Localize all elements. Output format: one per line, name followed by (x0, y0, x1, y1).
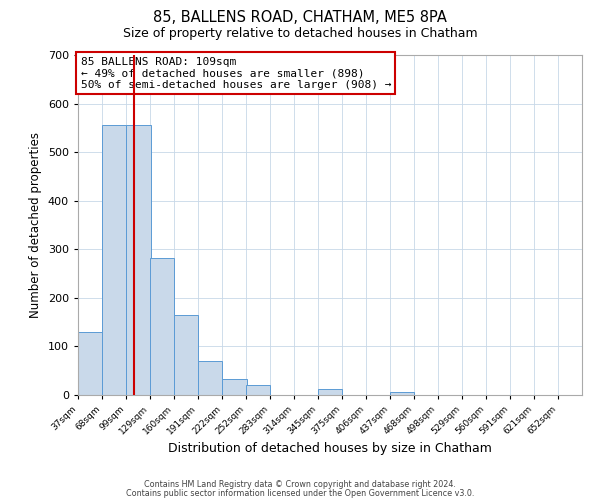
Text: Contains HM Land Registry data © Crown copyright and database right 2024.: Contains HM Land Registry data © Crown c… (144, 480, 456, 489)
Text: 85 BALLENS ROAD: 109sqm
← 49% of detached houses are smaller (898)
50% of semi-d: 85 BALLENS ROAD: 109sqm ← 49% of detache… (80, 56, 391, 90)
Bar (174, 315, 198, 395)
Bar (198, 361, 223, 395)
Bar (150, 258, 174, 395)
Y-axis label: Number of detached properties: Number of detached properties (29, 132, 42, 318)
Bar (318, 388, 343, 395)
Bar (78, 332, 102, 395)
Bar (127, 126, 151, 395)
Text: Size of property relative to detached houses in Chatham: Size of property relative to detached ho… (122, 28, 478, 40)
Text: Contains public sector information licensed under the Open Government Licence v3: Contains public sector information licen… (126, 488, 474, 498)
Text: 85, BALLENS ROAD, CHATHAM, ME5 8PA: 85, BALLENS ROAD, CHATHAM, ME5 8PA (153, 10, 447, 25)
Bar (390, 392, 414, 395)
X-axis label: Distribution of detached houses by size in Chatham: Distribution of detached houses by size … (168, 442, 492, 454)
Bar (102, 126, 127, 395)
Bar (223, 379, 247, 395)
Bar (246, 386, 270, 395)
